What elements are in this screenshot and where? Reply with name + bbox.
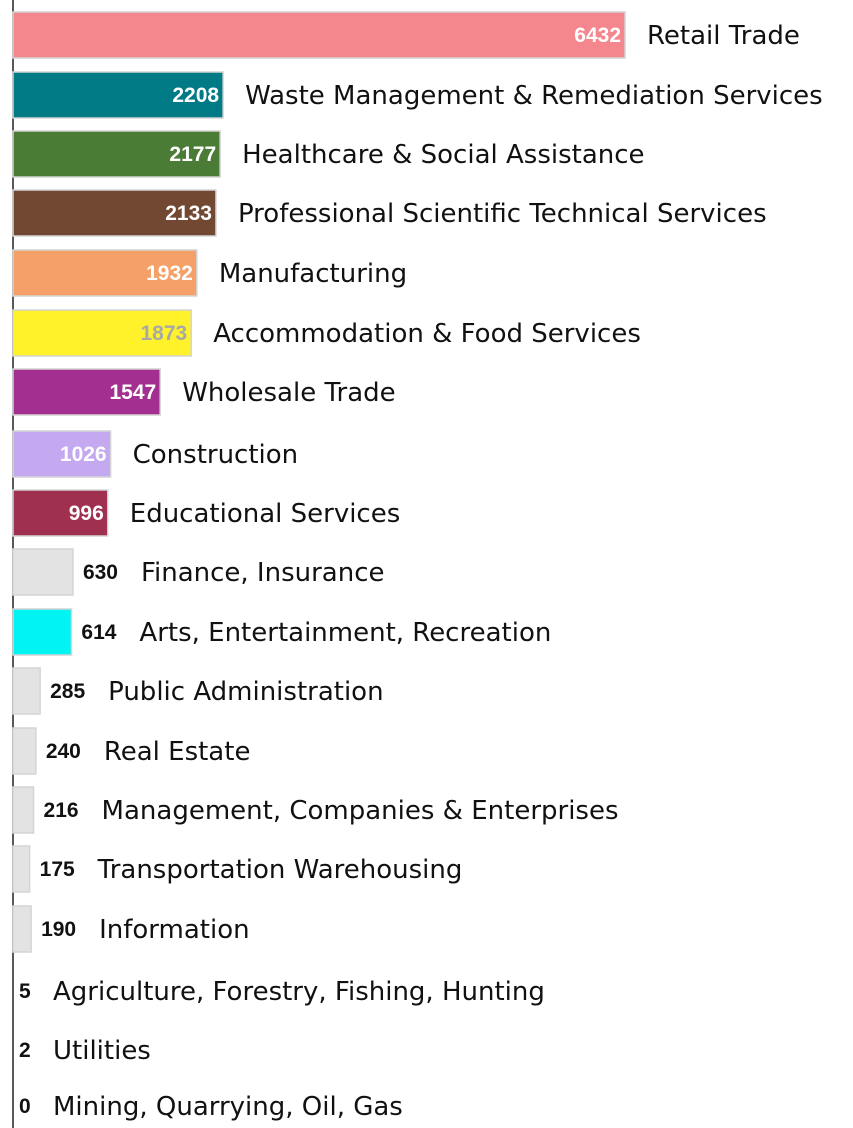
bar-value-label: 2177 xyxy=(169,143,216,166)
bar-value-label: 5 xyxy=(19,980,31,1003)
bar-category-label: Retail Trade xyxy=(647,21,800,51)
bar-category-label: Arts, Entertainment, Recreation xyxy=(139,618,551,648)
bar-category-label: Finance, Insurance xyxy=(141,558,385,588)
bar-value-label: 6432 xyxy=(574,24,621,47)
bar-value-label: 996 xyxy=(69,502,104,525)
bar-category-label: Waste Management & Remediation Services xyxy=(245,81,823,111)
bar-value-label: 285 xyxy=(50,680,85,703)
bar xyxy=(12,368,161,416)
bar-category-label: Construction xyxy=(133,440,299,470)
bar-category-label: Healthcare & Social Assistance xyxy=(242,140,644,170)
bar xyxy=(12,845,31,893)
bar xyxy=(12,489,109,537)
bar-category-label: Public Administration xyxy=(108,677,383,707)
bar-category-label: Manufacturing xyxy=(219,259,407,289)
bar xyxy=(12,430,112,478)
bar xyxy=(12,71,224,119)
bar-value-label: 0 xyxy=(19,1095,31,1118)
bar-category-label: Agriculture, Forestry, Fishing, Hunting xyxy=(53,977,545,1007)
bar-value-label: 1026 xyxy=(60,443,107,466)
bar-category-label: Educational Services xyxy=(130,499,401,529)
bar-category-label: Transportation Warehousing xyxy=(97,855,463,885)
bar-category-label: Wholesale Trade xyxy=(182,378,395,408)
bar-value-label: 2133 xyxy=(165,202,212,225)
bar xyxy=(12,608,73,656)
bar-value-label: 2208 xyxy=(172,84,219,107)
bar xyxy=(12,11,626,59)
bar xyxy=(12,249,198,297)
bar-value-label: 630 xyxy=(83,561,118,584)
bar-category-label: Professional Scientific Technical Servic… xyxy=(238,199,767,229)
bar-category-label: Management, Companies & Enterprises xyxy=(102,796,619,826)
bar-value-label: 175 xyxy=(40,858,75,881)
bar-value-label: 240 xyxy=(46,740,81,763)
bar-category-label: Mining, Quarrying, Oil, Gas xyxy=(53,1092,403,1122)
bar xyxy=(12,667,41,715)
bar-value-label: 1873 xyxy=(140,322,187,345)
bar xyxy=(12,130,221,178)
bar xyxy=(12,548,74,596)
bar xyxy=(12,727,37,775)
bar-value-label: 1547 xyxy=(109,381,156,404)
bar-category-label: Information xyxy=(99,915,250,945)
bar xyxy=(12,905,32,953)
bar-category-label: Real Estate xyxy=(104,737,251,767)
bar xyxy=(12,189,217,237)
bar-value-label: 216 xyxy=(44,799,79,822)
bar-value-label: 614 xyxy=(81,621,116,644)
bar-value-label: 1932 xyxy=(146,262,193,285)
bar xyxy=(12,786,35,834)
bar xyxy=(12,309,192,357)
bar-value-label: 2 xyxy=(19,1039,31,1062)
bar-category-label: Utilities xyxy=(53,1036,151,1066)
bar-category-label: Accommodation & Food Services xyxy=(213,319,641,349)
bar-value-label: 190 xyxy=(41,918,76,941)
